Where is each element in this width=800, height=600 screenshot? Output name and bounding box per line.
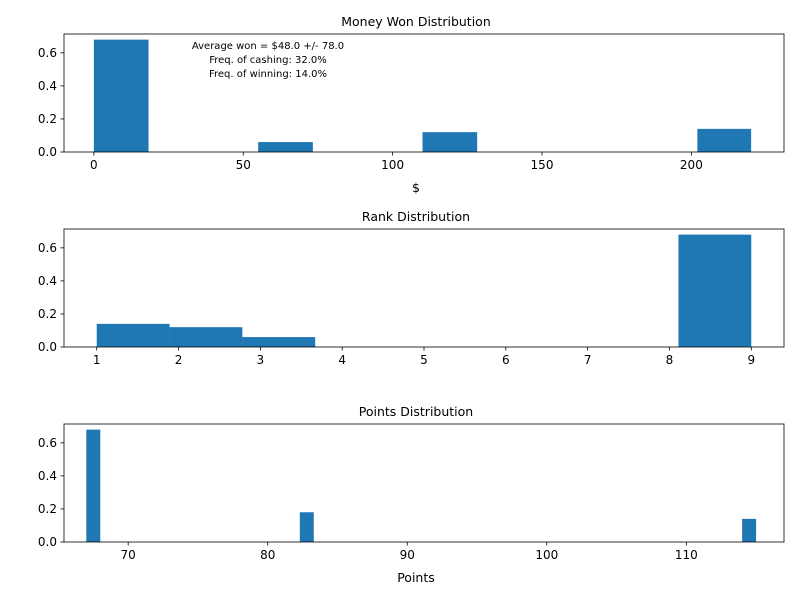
rank-xtick-label-5: 6 xyxy=(502,353,510,367)
points-xlabel: Points xyxy=(397,570,435,585)
money-won-xtick-label-1: 50 xyxy=(236,158,251,172)
rank-xtick-label-6: 7 xyxy=(584,353,592,367)
money-won-axes-frame xyxy=(63,33,785,153)
money-won-bar-3 xyxy=(697,128,752,152)
points-bar-1 xyxy=(299,512,314,542)
money-won-xlabel: $ xyxy=(412,180,420,195)
rank-xtick-label-0: 1 xyxy=(93,353,101,367)
money-won-xtick-label-3: 150 xyxy=(531,158,554,172)
points-xtick-label-1: 80 xyxy=(260,548,275,562)
rank-title: Rank Distribution xyxy=(362,209,470,224)
annotation-freq-cashing: Freq. of cashing: 32.0% xyxy=(209,55,327,66)
money-won-xtick-label-0: 0 xyxy=(90,158,98,172)
money-won-title: Money Won Distribution xyxy=(341,14,491,29)
rank-xtick-label-3: 4 xyxy=(338,353,346,367)
rank-panel: Rank Distribution 1 2 3 4 5 6 7 8 9 0.0 0.2 0.4 0.6 xyxy=(38,209,785,367)
money-won-ytick-label-0: 0.0 xyxy=(38,145,57,159)
annotation-freq-winning: Freq. of winning: 14.0% xyxy=(209,69,327,80)
rank-bar-0 xyxy=(96,323,170,347)
points-title: Points Distribution xyxy=(359,404,473,419)
rank-ytick-label-1: 0.2 xyxy=(38,307,57,321)
rank-bar-2 xyxy=(242,337,316,347)
money-won-xtick-label-4: 200 xyxy=(680,158,703,172)
rank-bar-1 xyxy=(169,327,243,347)
points-xtick-label-0: 70 xyxy=(121,548,136,562)
points-xtick-label-4: 110 xyxy=(675,548,698,562)
money-won-bar-2 xyxy=(422,132,478,152)
rank-ytick-label-2: 0.4 xyxy=(38,274,57,288)
points-bar-0 xyxy=(86,429,101,542)
rank-xtick-label-8: 9 xyxy=(747,353,755,367)
points-panel: Points Distribution Points 70 80 90 100 110 0… xyxy=(38,404,785,585)
points-bar-2 xyxy=(742,518,757,542)
points-ytick-label-1: 0.2 xyxy=(38,502,57,516)
money-won-ytick-label-1: 0.2 xyxy=(38,112,57,126)
money-won-ytick-label-3: 0.6 xyxy=(38,46,57,60)
money-won-bar-1 xyxy=(258,142,313,152)
rank-ytick-label-3: 0.6 xyxy=(38,241,57,255)
rank-xtick-label-7: 8 xyxy=(666,353,674,367)
money-won-panel: Money Won Distribution $ Average won = $… xyxy=(38,14,785,195)
points-xtick-label-3: 100 xyxy=(535,548,558,562)
points-ytick-label-3: 0.6 xyxy=(38,436,57,450)
money-won-ytick-label-2: 0.4 xyxy=(38,79,57,93)
money-won-annotations: Average won = $48.0 +/- 78.0 Freq. of ca… xyxy=(192,41,344,80)
annotation-average-won: Average won = $48.0 +/- 78.0 xyxy=(192,41,344,52)
money-won-xtick-label-2: 100 xyxy=(381,158,404,172)
rank-ytick-label-0: 0.0 xyxy=(38,340,57,354)
points-xtick-label-2: 90 xyxy=(400,548,415,562)
points-ytick-label-2: 0.4 xyxy=(38,469,57,483)
points-ytick-label-0: 0.0 xyxy=(38,535,57,549)
rank-xtick-label-4: 5 xyxy=(420,353,428,367)
rank-xtick-label-2: 3 xyxy=(257,353,265,367)
rank-xtick-label-1: 2 xyxy=(175,353,183,367)
points-axes-frame xyxy=(63,423,785,543)
money-won-bar-0 xyxy=(93,39,149,152)
rank-bar-3 xyxy=(678,234,752,347)
